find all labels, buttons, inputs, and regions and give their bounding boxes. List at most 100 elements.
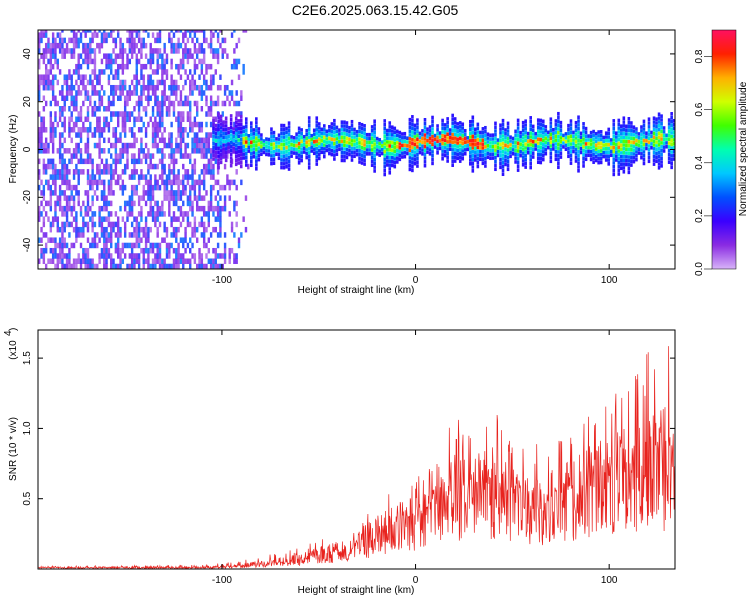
heatmap-cell xyxy=(72,53,76,59)
heatmap-cell xyxy=(549,159,553,164)
heatmap-cell xyxy=(63,121,66,128)
heatmap-cell xyxy=(61,163,64,170)
heatmap-cell xyxy=(416,125,419,130)
heatmap-cell xyxy=(235,90,238,96)
heatmap-cell xyxy=(130,247,134,254)
heatmap-cell xyxy=(49,163,53,170)
heatmap-cell xyxy=(370,159,374,164)
heatmap-cell xyxy=(63,205,66,212)
heatmap-cell xyxy=(280,127,283,132)
heatmap-cell xyxy=(602,143,605,147)
heatmap-cell xyxy=(413,142,417,147)
heatmap-cell xyxy=(214,116,217,123)
heatmap-cell xyxy=(640,132,643,137)
heatmap-cell xyxy=(630,136,633,141)
heatmap-cell xyxy=(219,129,223,134)
heatmap-cell xyxy=(128,48,132,54)
heatmap-cell xyxy=(524,153,527,158)
heatmap-cell xyxy=(91,184,94,191)
heatmap-cell xyxy=(98,253,101,259)
heatmap-cell xyxy=(579,150,583,155)
heatmap-cell xyxy=(147,121,150,128)
heatmap-cell xyxy=(84,95,87,101)
heatmap-cell xyxy=(100,195,104,201)
heatmap-cell xyxy=(200,205,204,212)
heatmap-cell xyxy=(182,63,185,70)
heatmap-cell xyxy=(61,226,64,233)
heatmap-cell xyxy=(217,146,220,151)
heatmap-cell xyxy=(612,130,616,135)
heatmap-cell xyxy=(592,156,595,161)
heatmap-cell xyxy=(84,74,87,80)
heatmap-cell xyxy=(38,169,41,175)
heatmap-cell xyxy=(114,111,118,117)
heatmap-cell xyxy=(395,156,399,160)
heatmap-cell xyxy=(112,37,115,44)
heatmap-cell xyxy=(577,126,580,131)
heatmap-cell xyxy=(77,84,80,91)
heatmap-cell xyxy=(58,190,62,196)
heatmap-cell xyxy=(219,126,223,130)
heatmap-cell xyxy=(193,32,197,38)
heatmap-cell xyxy=(539,137,543,142)
heatmap-cell xyxy=(163,95,166,101)
heatmap-cell xyxy=(79,169,83,175)
heatmap-cell xyxy=(179,42,183,49)
heatmap-cell xyxy=(516,156,520,161)
heatmap-cell xyxy=(100,169,104,175)
heatmap-cell xyxy=(161,79,164,86)
heatmap-cell xyxy=(370,125,374,129)
heatmap-cell xyxy=(140,74,143,80)
heatmap-cell xyxy=(68,205,71,212)
heatmap-cell xyxy=(130,205,134,212)
heatmap-cell xyxy=(509,146,512,151)
heatmap-cell xyxy=(408,159,412,164)
heatmap-cell xyxy=(223,242,227,249)
heatmap-cell xyxy=(128,30,132,33)
heatmap-cell xyxy=(479,142,482,146)
heatmap-cell xyxy=(82,253,85,259)
heatmap-cell xyxy=(202,58,206,65)
heatmap-cell xyxy=(133,74,136,80)
heatmap-cell xyxy=(408,152,412,156)
heatmap-cell xyxy=(51,142,55,149)
heatmap-cell xyxy=(476,137,480,142)
heatmap-cell xyxy=(305,151,308,156)
heatmap-cell xyxy=(431,150,434,154)
heatmap-cell xyxy=(333,130,336,135)
heatmap-cell xyxy=(191,174,194,180)
heatmap-cell xyxy=(221,111,224,117)
heatmap-cell xyxy=(228,184,231,191)
heatmap-cell xyxy=(637,147,641,152)
heatmap-cell xyxy=(193,195,197,201)
heatmap-cell xyxy=(642,119,646,124)
heatmap-cell xyxy=(277,137,281,141)
heatmap-cell xyxy=(233,121,236,128)
heatmap-cell xyxy=(54,253,57,259)
heatmap-cell xyxy=(514,160,517,164)
heatmap-cell xyxy=(224,147,228,151)
heatmap-cell xyxy=(184,232,187,238)
heatmap-cell xyxy=(142,37,145,44)
heatmap-cell xyxy=(44,79,48,86)
heatmap-cell xyxy=(223,258,227,264)
heatmap-cell xyxy=(395,160,399,164)
heatmap-cell xyxy=(228,258,231,264)
heatmap-cell xyxy=(385,151,389,156)
heatmap-cell xyxy=(105,226,108,233)
heatmap-cell xyxy=(222,154,225,159)
heatmap-cell xyxy=(51,158,55,165)
heatmap-cell xyxy=(116,153,120,159)
heatmap-cell xyxy=(305,148,308,152)
heatmap-cell xyxy=(112,58,115,65)
heatmap-cell xyxy=(40,79,43,86)
heatmap-cell xyxy=(47,216,50,222)
heatmap-cell xyxy=(63,179,66,186)
heatmap-cell xyxy=(72,195,76,201)
heatmap-cell xyxy=(504,147,507,151)
heatmap-cell xyxy=(65,205,69,212)
heatmap-cell xyxy=(660,164,663,168)
heatmap-cell xyxy=(193,216,197,222)
heatmap-cell xyxy=(156,232,159,238)
heatmap-cell xyxy=(79,63,83,70)
